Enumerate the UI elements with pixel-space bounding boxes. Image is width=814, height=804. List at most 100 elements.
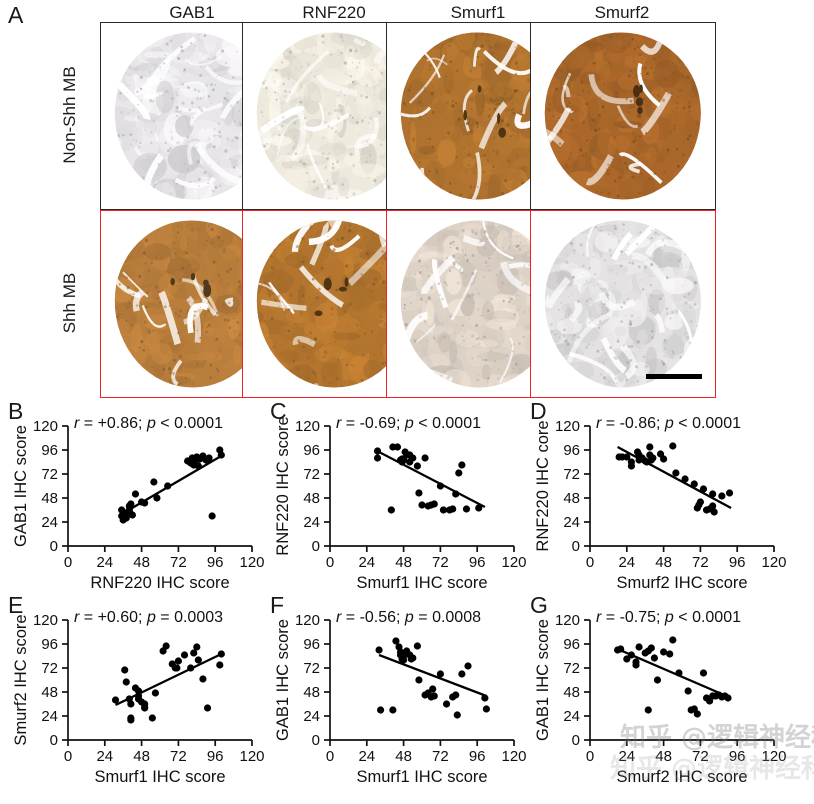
data-point [148, 714, 156, 722]
panel-a-ihc-images: A GAB1 RNF220 Smurf1 Smurf2 Non-Shh MB Shh M… [0, 0, 814, 398]
data-point [187, 664, 195, 672]
panel-letter-a: A [8, 2, 24, 28]
correlation-annotation: r = +0.86; p < 0.0001 [74, 415, 223, 432]
correlation-annotation: r = -0.86; p < 0.0001 [596, 415, 741, 432]
y-tick-label: 72 [303, 466, 320, 483]
scale-bar [646, 374, 702, 379]
panel-letter-g: G [530, 592, 548, 618]
data-point [644, 706, 652, 714]
data-point [128, 511, 136, 519]
column-header-gab1: GAB1 [169, 3, 215, 22]
data-point [387, 506, 395, 514]
data-point [452, 490, 460, 498]
regression-line [617, 445, 732, 510]
data-point [421, 454, 429, 462]
data-point [452, 691, 460, 699]
x-tick-label: 48 [395, 748, 412, 765]
data-point [672, 469, 680, 477]
x-axis-title: Smurf1 IHC score [356, 768, 487, 786]
data-point [650, 654, 658, 662]
y-tick-label: 0 [572, 538, 580, 555]
row-label-shh-mb: Shh MB [60, 272, 79, 334]
x-tick-label: 48 [395, 554, 412, 571]
data-point [442, 700, 451, 708]
x-tick-label: 0 [64, 554, 72, 571]
x-tick-label: 96 [207, 748, 224, 765]
data-point [660, 648, 668, 656]
correlation-annotation: r = +0.60; p = 0.0003 [74, 609, 223, 626]
x-tick-label: 120 [501, 748, 526, 765]
x-tick-label: 0 [586, 748, 594, 765]
data-point [373, 454, 382, 462]
data-point [122, 678, 130, 686]
data-point [475, 504, 483, 512]
y-tick-label: 120 [555, 418, 580, 435]
data-point [635, 643, 643, 651]
panel-letter-f: F [270, 592, 285, 618]
x-axis-title: Smurf2 IHC score [616, 768, 747, 786]
y-tick-label: 24 [303, 708, 320, 725]
x-axis-title: Smurf1 IHC score [356, 574, 487, 592]
x-axis-title: Smurf1 IHC score [94, 768, 225, 786]
y-tick-label: 48 [303, 684, 320, 701]
y-tick-label: 72 [563, 466, 580, 483]
data-point [709, 490, 717, 498]
data-point [203, 704, 212, 712]
data-point [217, 650, 225, 658]
y-tick-label: 48 [303, 490, 320, 507]
data-point [127, 500, 135, 508]
panel-letter-c: C [270, 398, 287, 424]
x-tick-label: 120 [239, 748, 264, 765]
y-tick-label: 0 [312, 732, 320, 749]
column-header-rnf220: RNF220 [302, 3, 366, 22]
data-point [453, 711, 461, 719]
y-tick-label: 72 [41, 466, 58, 483]
data-point [647, 644, 655, 652]
data-point [194, 462, 202, 470]
data-point [392, 637, 400, 645]
data-point [627, 458, 635, 466]
data-point [693, 710, 701, 718]
x-tick-label: 0 [64, 748, 72, 765]
y-tick-label: 48 [41, 684, 58, 701]
data-point [174, 657, 182, 665]
x-tick-label: 96 [469, 554, 486, 571]
data-point [413, 642, 421, 650]
data-point [681, 475, 689, 483]
data-point [131, 490, 140, 498]
y-tick-label: 48 [563, 684, 580, 701]
data-point [455, 469, 463, 477]
data-point [699, 485, 708, 493]
data-point [164, 482, 172, 490]
y-tick-label: 120 [295, 418, 320, 435]
data-point [375, 646, 383, 654]
data-point [208, 512, 216, 520]
correlation-annotation: r = -0.69; p < 0.0001 [336, 415, 481, 432]
y-tick-label: 24 [303, 514, 320, 531]
data-point [162, 642, 170, 650]
data-point [151, 689, 159, 697]
plot-area-d: 0 24 48 72 96 120 0 24 48 72 96 120 r = -0.86; p < 0… [534, 415, 787, 592]
data-point [121, 666, 129, 674]
y-tick-label: 120 [33, 612, 58, 629]
data-point [217, 451, 225, 459]
data-point [690, 480, 698, 488]
data-point [684, 687, 692, 695]
data-point [675, 669, 683, 677]
scatterplot-panel-f: F 0 24 48 72 96 120 0 24 48 72 96 120 r = -0.56; p = … [270, 592, 532, 792]
x-tick-label: 24 [358, 554, 375, 571]
y-tick-label: 0 [312, 538, 320, 555]
data-point [415, 489, 423, 497]
row-label-non-shh-mb: Non-Shh MB [60, 66, 79, 164]
y-tick-label: 120 [295, 612, 320, 629]
data-point [430, 500, 438, 508]
data-point [660, 455, 668, 463]
tissue-core-smurf2 [544, 32, 702, 200]
x-tick-label: 72 [170, 748, 187, 765]
data-point [190, 649, 198, 657]
ihc-image-non-shh-smurf1 [386, 22, 572, 210]
column-header-smurf2: Smurf2 [594, 3, 650, 22]
scatterplot-panel-b: B 0 24 48 72 96 120 0 24 48 72 96 120 r = +0.86; p < … [8, 398, 270, 598]
regression-line [378, 450, 486, 509]
